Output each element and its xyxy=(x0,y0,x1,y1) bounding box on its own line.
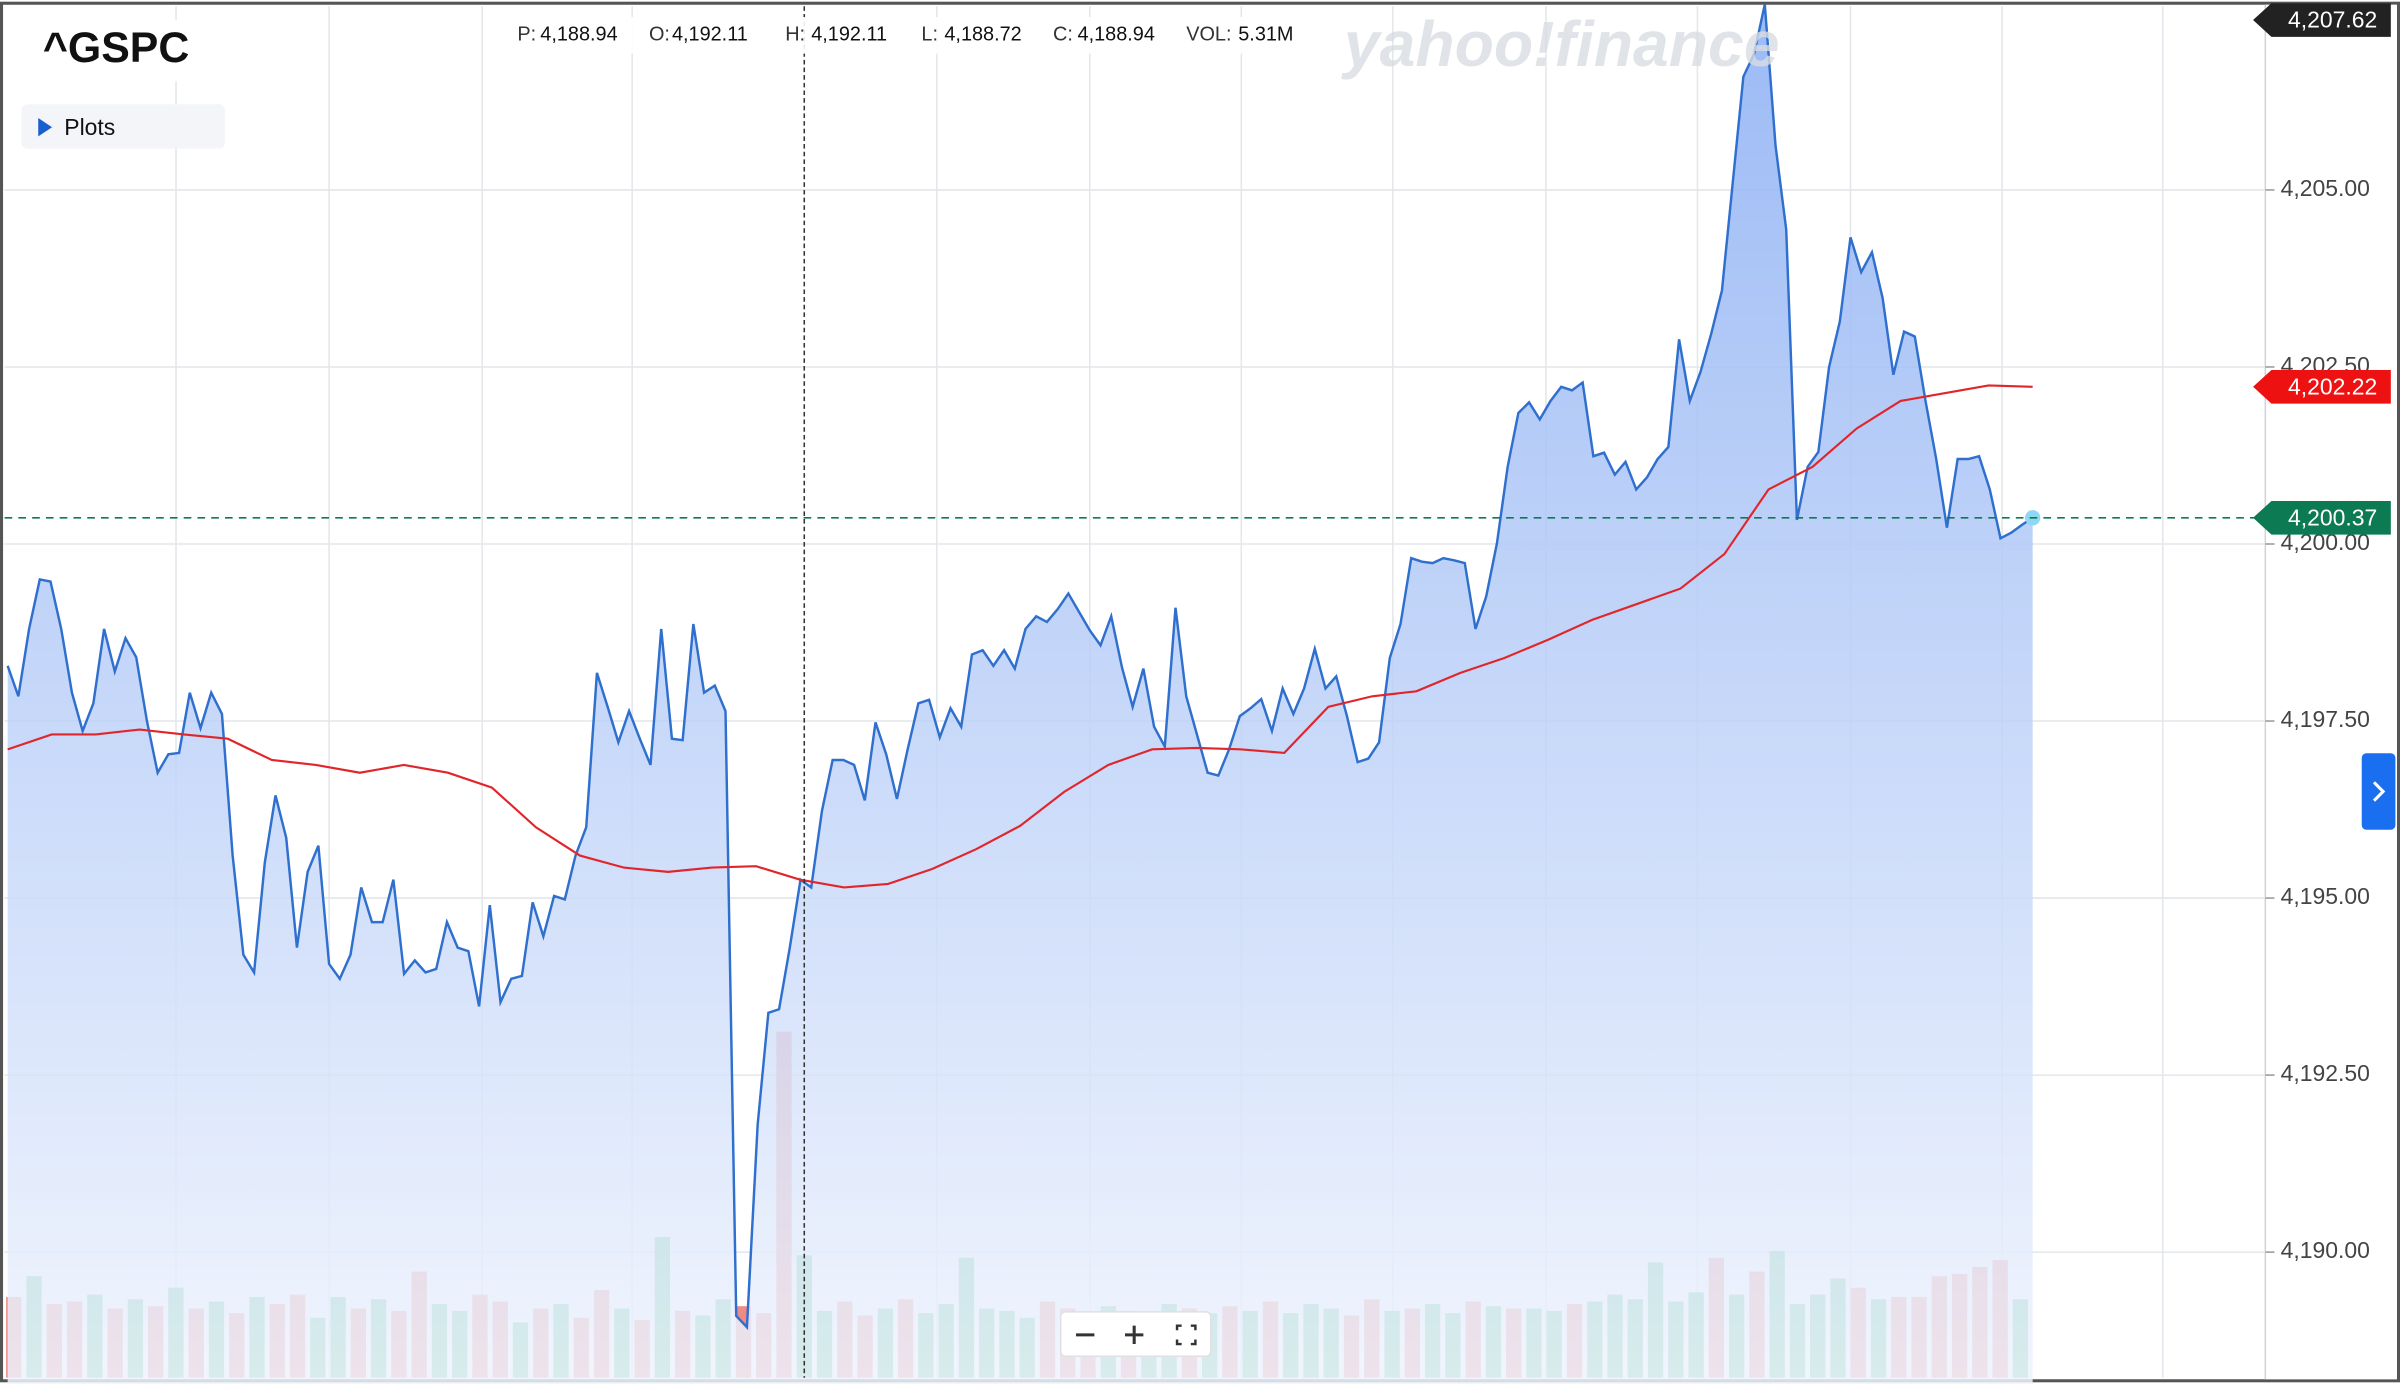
quote-label: H: xyxy=(785,24,805,46)
quote-value: 4,192.11 xyxy=(672,24,748,46)
plots-bg[interactable] xyxy=(21,104,225,149)
quote-label: L: xyxy=(921,24,938,46)
moving-average-line xyxy=(7,384,2033,889)
watermark: yahoo!finance xyxy=(1341,8,1780,80)
zoom-controls[interactable] xyxy=(1059,1311,1212,1358)
symbol-bg xyxy=(21,20,224,82)
price-tag xyxy=(2253,3,2391,37)
plots-button[interactable]: Plots xyxy=(21,104,225,149)
y-tick-label: 4,205.00 xyxy=(2281,175,2370,201)
price-tag-label: 4,207.62 xyxy=(2288,7,2377,33)
quote-bg xyxy=(486,17,1311,54)
quote-label: VOL: xyxy=(1186,24,1231,46)
quote-value: 4,188.72 xyxy=(944,24,1021,46)
price-tag-label: 4,200.37 xyxy=(2288,504,2377,530)
zoom-in[interactable] xyxy=(1125,1325,1144,1345)
quote-label: C: xyxy=(1053,24,1073,46)
plots-arrow[interactable] xyxy=(38,118,53,137)
axis-panel xyxy=(2265,4,2397,1380)
expand-button[interactable] xyxy=(2361,753,2396,830)
price-area xyxy=(7,4,2033,1384)
quote-value: 4,192.11 xyxy=(811,24,887,46)
quote-value: 5.31M xyxy=(1238,24,1293,46)
quote-label: P: xyxy=(517,24,536,46)
fullscreen[interactable] xyxy=(1175,1324,1197,1346)
y-tick-label: 4,192.50 xyxy=(2281,1060,2370,1086)
plot-layer xyxy=(4,4,2275,1384)
expand-arrow[interactable] xyxy=(2372,781,2386,802)
expand-bg[interactable] xyxy=(2361,753,2396,830)
y-tick-label: 4,195.00 xyxy=(2281,883,2370,909)
plots-label[interactable]: Plots xyxy=(64,114,115,140)
price-tag xyxy=(2253,369,2391,404)
quote-value: 4,188.94 xyxy=(540,24,617,46)
price-tag-label: 4,202.22 xyxy=(2288,373,2377,399)
y-tick-label: 4,197.50 xyxy=(2281,706,2370,732)
price-line xyxy=(6,4,2034,1331)
symbol-box: ^GSPC xyxy=(21,20,224,82)
quote-label: O: xyxy=(649,24,670,46)
symbol: ^GSPC xyxy=(43,24,189,72)
price-tag xyxy=(2253,500,2391,535)
y-tick-label: 4,190.00 xyxy=(2281,1237,2370,1263)
quote-value: 4,188.94 xyxy=(1078,24,1155,46)
